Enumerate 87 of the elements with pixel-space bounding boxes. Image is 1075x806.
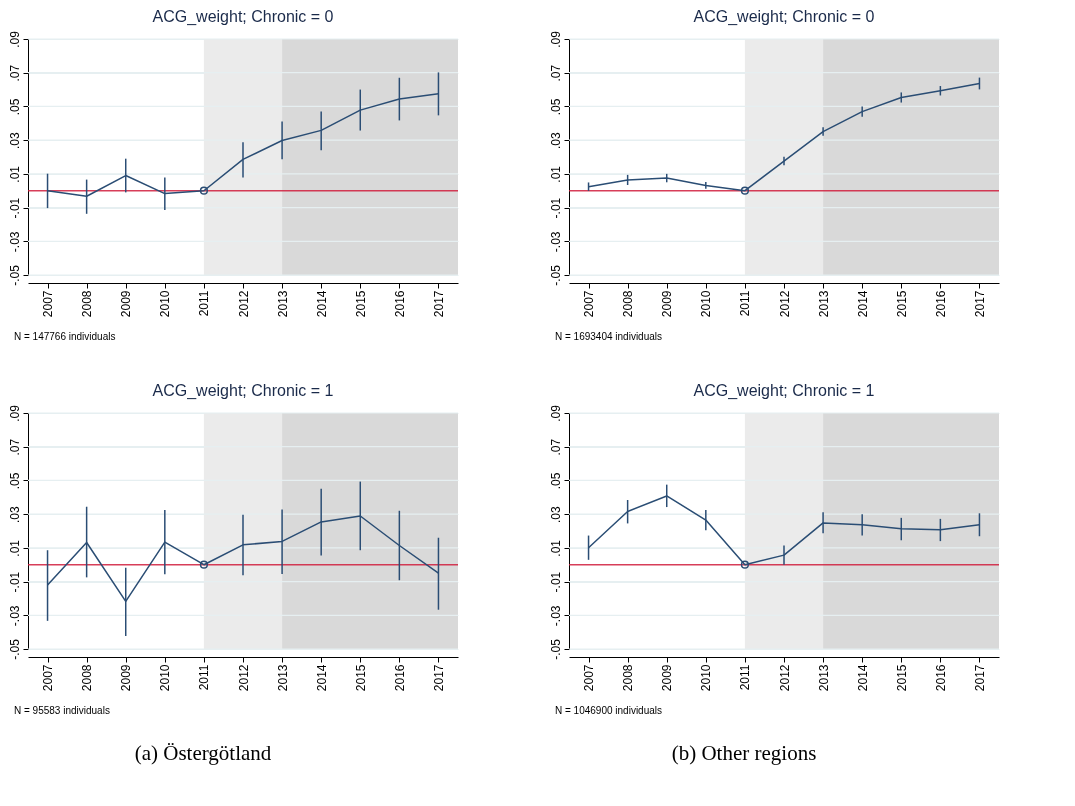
x-tick-label: 2010 <box>158 664 173 692</box>
x-tick-label: 2016 <box>933 664 948 692</box>
x-tick-label: 2015 <box>894 664 909 692</box>
x-tick-label: 2008 <box>621 664 636 692</box>
y-tick-label: -.01 <box>548 571 563 593</box>
x-tick-label: 2009 <box>119 664 134 692</box>
text: N = 1693404 individuals <box>555 331 663 342</box>
x-tick-label: 2012 <box>236 664 251 692</box>
chart-title: ACG_weight; Chronic = 1 <box>152 381 334 400</box>
y-tick-label: -.01 <box>548 197 563 219</box>
text: N = 1046900 individuals <box>555 705 663 716</box>
y-tick-label: .05 <box>548 98 563 116</box>
y-tick-label: .03 <box>7 131 22 149</box>
x-tick-label: 2010 <box>699 290 714 318</box>
y-tick-label: -.05 <box>548 264 563 286</box>
x-tick-label: 2010 <box>699 664 714 692</box>
y-tick-label: .09 <box>548 30 563 48</box>
y-tick-label: .03 <box>548 505 563 523</box>
x-tick-label: 2012 <box>777 290 792 318</box>
text: N = 95583 individuals <box>14 705 110 716</box>
x-tick-label: 2009 <box>660 290 675 318</box>
x-tick-label: 2007 <box>41 664 56 692</box>
x-tick-label: 2008 <box>621 290 636 318</box>
y-tick-label: .05 <box>7 472 22 490</box>
x-tick-label: 2016 <box>392 664 407 692</box>
x-tick-label: 2009 <box>119 290 134 318</box>
y-tick-label: -.03 <box>7 605 22 627</box>
x-tick-label: 2010 <box>158 290 173 318</box>
x-tick-label: 2013 <box>275 290 290 318</box>
y-tick-label: .05 <box>548 472 563 490</box>
x-tick-label: 2016 <box>392 290 407 318</box>
y-tick-label: -.03 <box>7 231 22 253</box>
y-tick-label: .03 <box>548 131 563 149</box>
x-tick-label: 2017 <box>972 664 987 692</box>
y-tick-label: -.03 <box>548 605 563 627</box>
y-tick-label: .07 <box>7 64 22 82</box>
x-tick-label: 2015 <box>353 664 368 692</box>
x-tick-label: 2014 <box>855 290 870 318</box>
x-tick-label: 2007 <box>582 664 597 692</box>
text: N = 147766 individuals <box>14 331 116 342</box>
y-tick-label: .07 <box>548 438 563 456</box>
x-tick-label: 2016 <box>933 290 948 318</box>
chart-title: ACG_weight; Chronic = 0 <box>152 7 334 26</box>
y-tick-label: .01 <box>7 165 22 183</box>
x-tick-label: 2014 <box>314 664 329 692</box>
y-tick-label: .03 <box>7 505 22 523</box>
line-series <box>587 82 981 192</box>
x-tick-label: 2007 <box>582 290 597 318</box>
y-tick-label: .09 <box>7 30 22 48</box>
y-tick-label: .07 <box>7 438 22 456</box>
y-tick-label: -.03 <box>548 231 563 253</box>
chart-title: ACG_weight; Chronic = 1 <box>693 381 875 400</box>
y-tick-label: -.05 <box>548 638 563 660</box>
chart-title: ACG_weight; Chronic = 0 <box>693 7 875 26</box>
x-tick-label: 2012 <box>777 664 792 692</box>
x-tick-label: 2013 <box>816 290 831 318</box>
x-tick-label: 2008 <box>80 290 95 318</box>
x-tick-label: 2014 <box>314 290 329 318</box>
y-tick-label: -.05 <box>7 264 22 286</box>
x-tick-label: 2014 <box>855 664 870 692</box>
x-tick-label: 2017 <box>431 664 446 692</box>
y-tick-label: .07 <box>548 64 563 82</box>
y-tick-label: -.01 <box>7 571 22 593</box>
x-tick-label: 2011 <box>197 290 212 317</box>
x-tick-label: 2013 <box>816 664 831 692</box>
x-tick-label: 2011 <box>197 664 212 691</box>
text: (b) Other regions <box>671 741 817 765</box>
y-tick-label: .01 <box>548 165 563 183</box>
x-tick-label: 2011 <box>738 290 753 317</box>
x-tick-label: 2007 <box>41 290 56 318</box>
x-tick-label: 2013 <box>275 664 290 692</box>
y-tick-label: -.01 <box>7 197 22 219</box>
x-tick-label: 2008 <box>80 664 95 692</box>
y-tick-label: .05 <box>7 98 22 116</box>
x-tick-label: 2009 <box>660 664 675 692</box>
x-tick-label: 2011 <box>738 664 753 691</box>
y-tick-label: .01 <box>7 539 22 557</box>
y-tick-label: .09 <box>548 404 563 422</box>
text: (a) Östergötland <box>134 741 272 765</box>
x-tick-label: 2015 <box>353 290 368 318</box>
x-tick-label: 2017 <box>972 290 987 318</box>
x-tick-label: 2012 <box>236 290 251 318</box>
y-tick-label: -.05 <box>7 638 22 660</box>
y-tick-label: .09 <box>7 404 22 422</box>
x-tick-label: 2015 <box>894 290 909 318</box>
y-tick-label: .01 <box>548 539 563 557</box>
x-tick-label: 2017 <box>431 290 446 318</box>
